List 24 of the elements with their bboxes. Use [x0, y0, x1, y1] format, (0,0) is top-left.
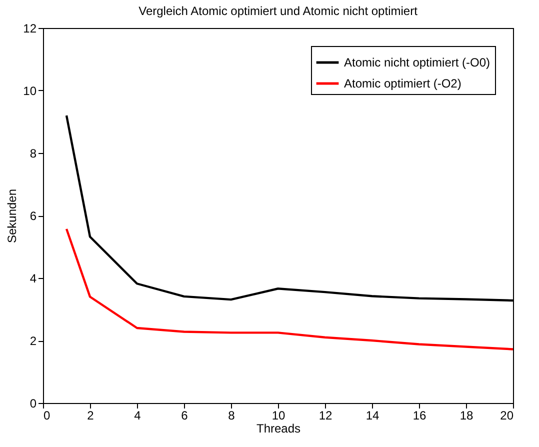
x-tick-label: 0	[44, 408, 50, 422]
y-tick-label: 12	[23, 22, 37, 36]
x-tick-label: 8	[228, 408, 236, 422]
x-tick-label: 18	[460, 408, 474, 422]
x-tick-label: 16	[412, 408, 426, 422]
y-tick-label: 4	[30, 272, 37, 286]
y-tick-label: 6	[30, 209, 37, 223]
x-tick-label: 12	[318, 408, 332, 422]
x-tick-label: 20	[500, 408, 514, 422]
x-tick-label: 14	[366, 408, 380, 422]
line-series	[65, 228, 514, 350]
y-tick-label: 8	[30, 146, 37, 160]
chart-title: Vergleich Atomic optimiert und Atomic nicht optimiert	[138, 4, 418, 18]
x-tick-label: 10	[272, 408, 286, 422]
x-tick-label: 4	[134, 408, 142, 422]
x-tick-label: 6	[181, 408, 188, 422]
y-tick-label: 0	[30, 396, 37, 410]
x-axis-title: Threads	[256, 422, 301, 436]
y-tick-label: 2	[30, 334, 37, 348]
y-tick-label: 10	[23, 84, 37, 98]
legend-label: Atomic nicht optimiert (-O0)	[344, 56, 490, 70]
legend-label: Atomic optimiert (-O2)	[344, 76, 462, 90]
x-tick-label: 2	[87, 408, 94, 422]
y-axis-title: Sekunden	[5, 188, 20, 244]
